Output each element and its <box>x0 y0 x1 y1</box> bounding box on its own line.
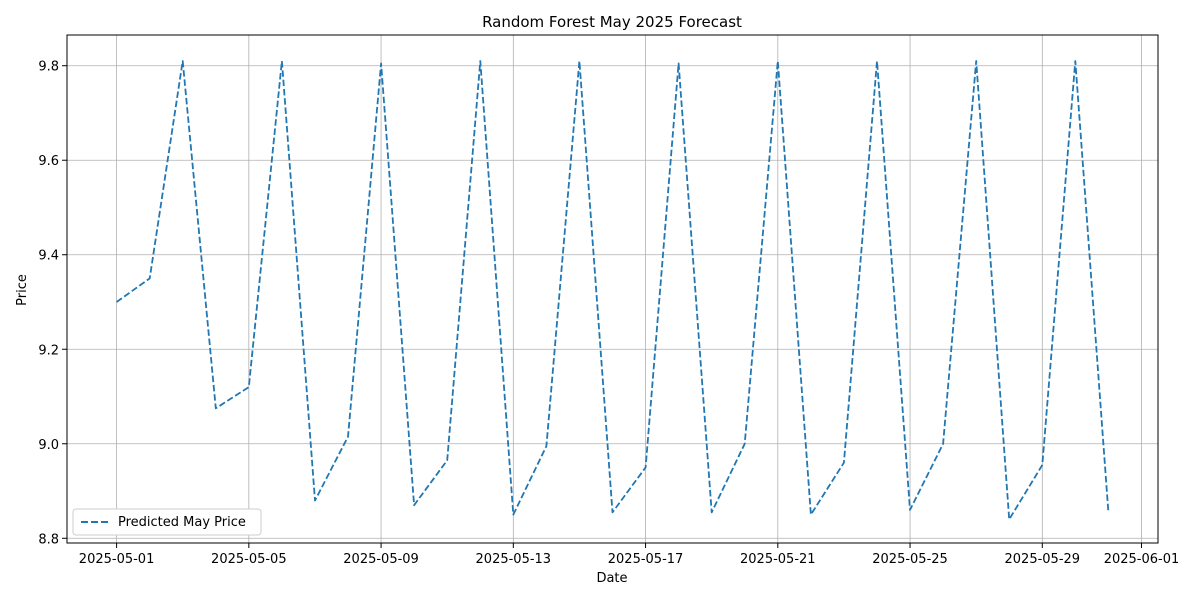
y-tick-label: 9.2 <box>38 343 59 358</box>
data-point <box>975 60 977 62</box>
data-point <box>810 514 812 516</box>
grid <box>67 35 1158 543</box>
data-point <box>116 301 118 303</box>
data-point <box>182 60 184 62</box>
data-point <box>446 459 448 461</box>
data-point <box>744 443 746 445</box>
data-point <box>1041 464 1043 466</box>
x-tick-label: 2025-05-01 <box>79 552 155 567</box>
data-point <box>413 504 415 506</box>
data-point <box>942 443 944 445</box>
legend: Predicted May Price <box>72 508 262 536</box>
data-point <box>545 445 547 447</box>
legend-label: Predicted May Price <box>118 515 246 530</box>
data-point <box>678 62 680 64</box>
data-point <box>612 511 614 513</box>
series-line-0 <box>116 60 1110 521</box>
y-tick-label: 9.4 <box>38 249 59 264</box>
data-point <box>578 60 580 62</box>
y-axis-title: Price <box>15 274 30 306</box>
x-tick-label: 2025-05-17 <box>608 552 684 567</box>
y-tick-label: 9.0 <box>38 438 59 453</box>
data-point <box>215 407 217 409</box>
data-point <box>380 62 382 64</box>
x-tick-label: 2025-05-29 <box>1005 552 1081 567</box>
data-point <box>149 277 151 279</box>
x-tick-label: 2025-05-09 <box>343 552 419 567</box>
data-point <box>909 509 911 511</box>
x-tick-label: 2025-06-01 <box>1104 552 1180 567</box>
data-point <box>314 500 316 502</box>
data-point <box>347 436 349 438</box>
x-tick-label: 2025-05-21 <box>740 552 816 567</box>
x-tick-label: 2025-05-05 <box>211 552 287 567</box>
legend-box <box>72 508 262 536</box>
data-point <box>645 466 647 468</box>
data-point <box>512 514 514 516</box>
x-tick-label: 2025-05-25 <box>872 552 948 567</box>
data-point <box>777 60 779 62</box>
y-tick-label: 8.8 <box>38 532 59 547</box>
data-point <box>479 60 481 62</box>
y-tick-label: 9.6 <box>38 154 59 169</box>
plot-area-frame <box>66 34 1159 544</box>
data-point <box>711 511 713 513</box>
data-point <box>1074 60 1076 62</box>
data-point <box>843 462 845 464</box>
x-axis-title: Date <box>596 571 627 586</box>
y-tick-label: 9.8 <box>38 60 59 75</box>
x-tick-label: 2025-05-13 <box>476 552 552 567</box>
data-point <box>1107 511 1109 513</box>
series-group <box>116 60 1110 521</box>
data-point <box>1008 518 1010 520</box>
data-point <box>248 386 250 388</box>
data-point <box>876 60 878 62</box>
data-point <box>281 60 283 62</box>
axis-ticks: 2025-05-01 2025-05-05 2025-05-09 2025-05-13… <box>38 60 1179 567</box>
chart-title: Random Forest May 2025 Forecast <box>482 13 742 31</box>
